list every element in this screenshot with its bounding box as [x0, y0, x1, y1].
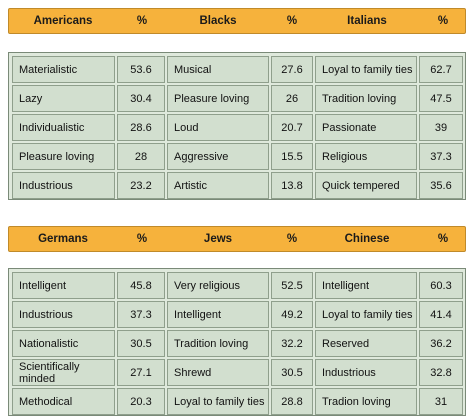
- trait-cell: Quick tempered: [315, 172, 417, 199]
- trait-cell: Industrious: [12, 172, 115, 199]
- trait-cell: Scientifically minded: [12, 359, 115, 386]
- trait-cell: Industrious: [315, 359, 417, 386]
- header-percent: %: [136, 15, 148, 27]
- percent-cell: 28.8: [271, 388, 313, 415]
- stereotypes-table-2: Germans % Jews % Chinese % Intelligent 45…: [8, 226, 466, 416]
- trait-cell: Passionate: [315, 114, 417, 141]
- percent-cell: 45.8: [117, 272, 165, 299]
- header-blacks: Blacks: [199, 15, 237, 27]
- stereotypes-table-1: Americans % Blacks % Italians % Material…: [8, 8, 466, 200]
- trait-cell: Loyal to family ties: [315, 301, 417, 328]
- percent-cell: 15.5: [271, 143, 313, 170]
- trait-cell: Loyal to family ties: [167, 388, 269, 415]
- percent-cell: 13.8: [271, 172, 313, 199]
- trait-cell: Tradition loving: [315, 85, 417, 112]
- trait-cell: Materialistic: [12, 56, 115, 83]
- percent-cell: 60.3: [419, 272, 463, 299]
- percent-cell: 30.5: [117, 330, 165, 357]
- trait-cell: Intelligent: [315, 272, 417, 299]
- trait-cell: Methodical: [12, 388, 115, 415]
- percent-cell: 20.3: [117, 388, 165, 415]
- percent-cell: 31: [419, 388, 463, 415]
- table-body: Intelligent 45.8 Very religious 52.5 Intelli…: [8, 268, 466, 416]
- percent-cell: 62.7: [419, 56, 463, 83]
- percent-cell: 28.6: [117, 114, 165, 141]
- percent-cell: 32.2: [271, 330, 313, 357]
- percent-cell: 32.8: [419, 359, 463, 386]
- table-header: Americans % Blacks % Italians %: [8, 8, 466, 34]
- percent-cell: 36.2: [419, 330, 463, 357]
- header-americans: Americans: [33, 15, 93, 27]
- trait-cell: Very religious: [167, 272, 269, 299]
- trait-cell: Intelligent: [12, 272, 115, 299]
- percent-cell: 27.6: [271, 56, 313, 83]
- trait-cell: Reserved: [315, 330, 417, 357]
- percent-cell: 30.5: [271, 359, 313, 386]
- header-percent: %: [136, 233, 148, 245]
- trait-cell: Loud: [167, 114, 269, 141]
- percent-cell: 53.6: [117, 56, 165, 83]
- trait-cell: Lazy: [12, 85, 115, 112]
- trait-cell: Religious: [315, 143, 417, 170]
- header-chinese: Chinese: [344, 233, 390, 245]
- header-italians: Italians: [347, 15, 387, 27]
- header-percent: %: [437, 15, 449, 27]
- trait-cell: Pleasure loving: [167, 85, 269, 112]
- trait-cell: Intelligent: [167, 301, 269, 328]
- trait-cell: Pleasure loving: [12, 143, 115, 170]
- header-percent: %: [286, 15, 298, 27]
- percent-cell: 27.1: [117, 359, 165, 386]
- trait-cell: Tradion loving: [315, 388, 417, 415]
- trait-cell: Loyal to family ties: [315, 56, 417, 83]
- percent-cell: 28: [117, 143, 165, 170]
- percent-cell: 35.6: [419, 172, 463, 199]
- trait-cell: Shrewd: [167, 359, 269, 386]
- trait-cell: Aggressive: [167, 143, 269, 170]
- table-header: Germans % Jews % Chinese %: [8, 226, 466, 252]
- header-percent: %: [437, 233, 449, 245]
- trait-cell: Musical: [167, 56, 269, 83]
- percent-cell: 47.5: [419, 85, 463, 112]
- table-body: Materialistic 53.6 Musical 27.6 Loyal to fam…: [8, 52, 466, 200]
- trait-cell: Industrious: [12, 301, 115, 328]
- trait-cell: Individualistic: [12, 114, 115, 141]
- header-percent: %: [286, 233, 298, 245]
- header-jews: Jews: [203, 233, 233, 245]
- percent-cell: 37.3: [419, 143, 463, 170]
- percent-cell: 37.3: [117, 301, 165, 328]
- trait-cell: Tradition loving: [167, 330, 269, 357]
- percent-cell: 39: [419, 114, 463, 141]
- percent-cell: 30.4: [117, 85, 165, 112]
- percent-cell: 52.5: [271, 272, 313, 299]
- trait-cell: Nationalistic: [12, 330, 115, 357]
- percent-cell: 49.2: [271, 301, 313, 328]
- percent-cell: 41.4: [419, 301, 463, 328]
- percent-cell: 26: [271, 85, 313, 112]
- percent-cell: 23.2: [117, 172, 165, 199]
- percent-cell: 20.7: [271, 114, 313, 141]
- trait-cell: Artistic: [167, 172, 269, 199]
- header-germans: Germans: [38, 233, 88, 245]
